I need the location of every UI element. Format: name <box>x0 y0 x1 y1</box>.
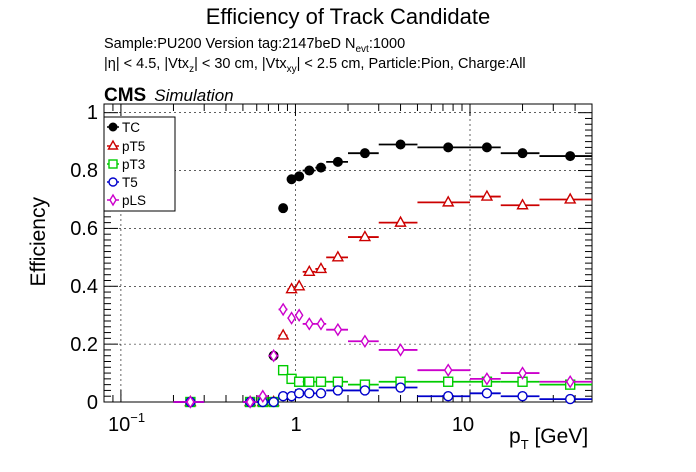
data-point <box>314 261 328 274</box>
legend-label-pls: pLS <box>122 193 146 208</box>
data-point <box>287 311 296 325</box>
axis-ticks <box>103 104 593 403</box>
y-tick-label: 0.4 <box>70 276 98 298</box>
data-point <box>565 374 575 389</box>
data-point <box>332 156 343 167</box>
chart-subtitle-line1: Sample:PU200 Version tag:2147beD Nevt:10… <box>104 36 405 55</box>
data-point <box>258 389 268 404</box>
data-point <box>294 308 304 323</box>
data-point <box>293 388 305 399</box>
grid <box>104 104 592 402</box>
data-point <box>516 198 529 210</box>
x-axis-label: pT [GeV] <box>509 425 588 452</box>
y-tick-labels: 0 0.2 0.4 0.6 0.8 1 <box>70 102 98 414</box>
data-point <box>482 372 492 386</box>
data-point <box>304 388 315 399</box>
legend-marker <box>109 193 117 207</box>
chart-subtitle-line2: |η| < 4.5, |Vtxz| < 30 cm, |Vtxxy| < 2.5… <box>104 56 526 75</box>
y-tick-label: 0 <box>87 392 98 414</box>
series-t5 <box>173 382 592 408</box>
data-point <box>316 317 326 331</box>
data-point <box>276 328 290 340</box>
x-tick-label: 10 <box>452 414 474 436</box>
series-pls <box>173 302 592 409</box>
legend-marker <box>108 177 118 187</box>
y-tick-label: 0.6 <box>70 218 98 240</box>
data-point <box>332 385 344 396</box>
cms-label: CMS Simulation <box>104 85 234 106</box>
data-point <box>360 334 370 349</box>
data-point <box>278 302 288 317</box>
data-point <box>315 376 327 387</box>
data-point <box>304 317 314 331</box>
legend-marker <box>108 159 118 169</box>
series-pt3 <box>173 364 592 408</box>
legend-label-pt3: pT3 <box>122 157 145 172</box>
x-tick-label: 1 <box>290 414 301 436</box>
data-point <box>278 203 289 214</box>
data-point <box>442 376 454 387</box>
data-point <box>315 388 327 399</box>
chart-title: Efficiency of Track Candidate <box>206 4 491 29</box>
legend-marker <box>107 139 119 150</box>
data-point <box>480 189 494 201</box>
data-point <box>481 388 493 399</box>
data-point <box>294 171 305 182</box>
y-tick-label: 0.2 <box>70 334 98 356</box>
data-point <box>268 396 279 408</box>
x-tick-label: 10−1 <box>108 410 145 436</box>
data-point <box>277 391 289 402</box>
data-point <box>359 148 370 159</box>
subtitle-evt-subscript: evt <box>356 44 370 55</box>
data-point <box>331 250 345 262</box>
data-point <box>517 391 528 402</box>
data-point <box>394 215 407 227</box>
y-tick-label: 0.8 <box>70 160 98 182</box>
data-point <box>442 391 454 402</box>
data-point <box>315 162 326 173</box>
data-point <box>186 395 195 409</box>
subtitle-line1-text: Sample:PU200 Version tag:2147beD N <box>104 36 356 52</box>
subtitle-line2-text: |η| < 4.5, |Vtx <box>104 56 190 72</box>
subtitle-evt-value: :1000 <box>369 36 405 52</box>
data-point <box>292 279 306 291</box>
legend: TC pT5 pT3 T5 pLS <box>103 116 176 212</box>
data-point <box>303 264 316 277</box>
data-point <box>293 376 305 387</box>
data-point <box>517 148 528 159</box>
legend-marker <box>108 122 118 132</box>
data-point <box>304 165 315 176</box>
data-point <box>332 376 344 387</box>
data-point <box>564 393 576 405</box>
data-point <box>565 151 576 162</box>
x-tick-labels: 10−1 1 10 <box>108 410 474 436</box>
data-point <box>277 364 289 376</box>
data-point <box>442 195 455 207</box>
data-point <box>245 395 255 409</box>
data-point <box>395 139 406 150</box>
plot-frame <box>103 103 593 403</box>
legend-label-pt5: pT5 <box>122 139 145 154</box>
data-point <box>358 230 372 242</box>
y-axis-label: Efficiency <box>27 197 50 287</box>
data-point <box>481 142 492 153</box>
data-point <box>304 376 315 387</box>
data-series <box>173 139 592 409</box>
data-point <box>395 382 406 393</box>
data-point <box>443 363 453 377</box>
data-point <box>443 142 454 153</box>
data-point <box>359 385 371 396</box>
data-point <box>518 366 527 380</box>
data-point <box>396 343 405 357</box>
legend-label-t5: T5 <box>122 175 138 190</box>
data-point <box>333 322 343 337</box>
series-tc <box>173 139 592 407</box>
data-point <box>564 192 577 204</box>
data-point <box>269 348 278 363</box>
y-tick-label: 1 <box>87 102 98 124</box>
legend-label-tc: TC <box>122 120 140 135</box>
